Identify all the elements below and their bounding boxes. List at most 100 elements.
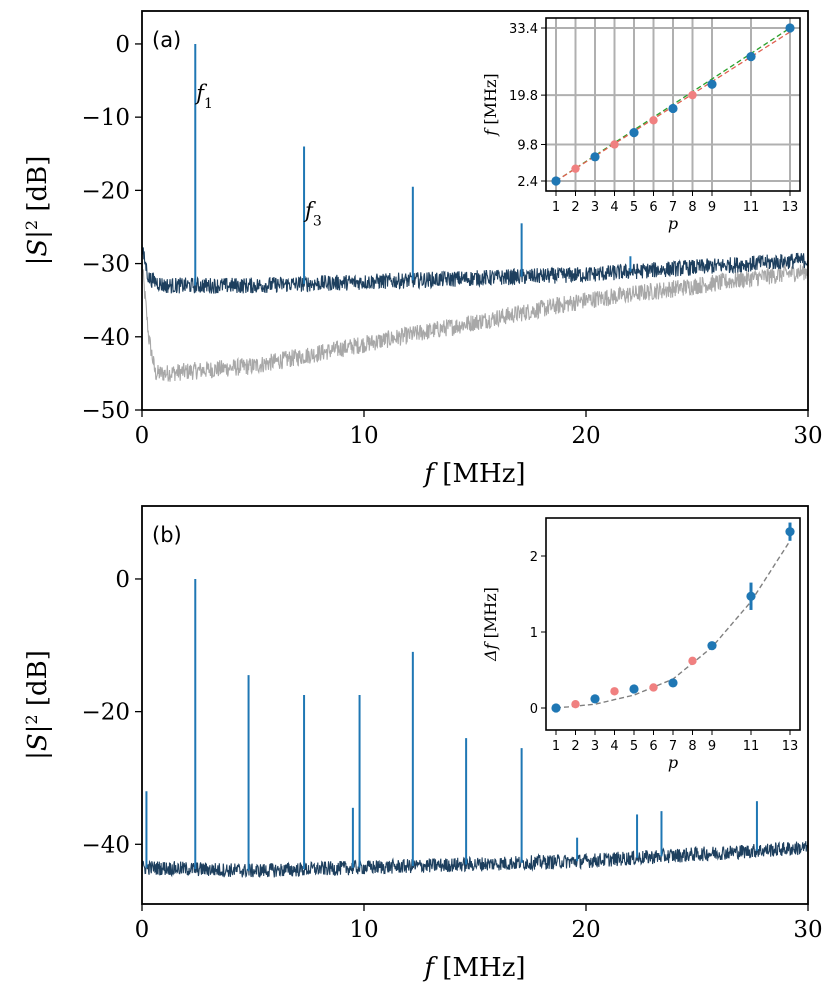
- point-odd: [668, 678, 678, 688]
- x-tick-label: 30: [793, 423, 822, 449]
- inset-x-tick-label: 9: [708, 739, 716, 754]
- x-tick-label: 0: [135, 423, 150, 449]
- point-odd: [629, 128, 639, 138]
- y-axis-label: |S|2 [dB]: [22, 156, 54, 266]
- inset-x-tick-label: 2: [571, 739, 579, 754]
- inset-x-tick-label: 8: [688, 200, 696, 215]
- y-axis-label-exp: 2: [22, 220, 41, 230]
- point-even: [610, 140, 619, 149]
- panel-b-chart: 0 10 20 30 0 −20 −40 f [MHz] |S|2 [dB] (b): [22, 505, 823, 983]
- point-odd: [668, 103, 678, 114]
- x-axis-label-unit: [MHz]: [434, 459, 526, 489]
- inset-x-tick-label: 5: [630, 739, 638, 754]
- series-line-0: [142, 840, 808, 878]
- x-axis-label: f [MHz]: [422, 459, 525, 489]
- inset-x-tick-label: 7: [669, 200, 677, 215]
- y-tick-label: −30: [81, 252, 130, 278]
- x-tick-label: 20: [571, 423, 600, 449]
- point-even: [649, 683, 658, 692]
- point-odd: [746, 52, 756, 62]
- point-even: [688, 656, 697, 666]
- y-tick-label: −10: [81, 105, 130, 131]
- y-axis-label-unit: [dB]: [23, 650, 53, 714]
- inset-x-tick-label: 8: [688, 739, 696, 754]
- point-odd: [785, 527, 795, 537]
- x-axis-label-unit: [MHz]: [434, 953, 526, 983]
- plot-frame: [141, 505, 809, 905]
- peak-annotation-var: f: [303, 198, 316, 222]
- inset-x-tick-label: 7: [669, 739, 677, 754]
- y-tick-label: 0: [115, 567, 130, 593]
- y-tick-label: −40: [81, 832, 130, 858]
- x-axis-label: f [MHz]: [422, 953, 525, 983]
- inset-x-tick-label: 4: [610, 739, 618, 754]
- panel-a-chart: 0 10 20 30 0 −10 −20 −30 −40 −50 f [MHz] |S|2 [dB] (…: [22, 10, 823, 489]
- panel-label: (a): [152, 28, 181, 52]
- inset-x-tick-label: 3: [591, 739, 599, 754]
- series-line-1: [142, 244, 808, 294]
- point-odd: [785, 23, 795, 33]
- peak-annotation-sub: 1: [204, 96, 213, 112]
- point-odd: [551, 176, 561, 186]
- y-tick-label: −20: [81, 178, 130, 204]
- inset-y-axis-label-var: f: [481, 127, 500, 137]
- inset-x-tick-label: 5: [630, 200, 638, 215]
- plot-area: [142, 43, 808, 382]
- inset-x-tick-label: 6: [649, 200, 657, 215]
- point-odd: [707, 79, 717, 89]
- panel-label: (b): [152, 523, 182, 547]
- x-tick-label: 20: [571, 917, 600, 943]
- peak-annotation: f1: [194, 81, 213, 112]
- peak-annotation-sub: 3: [313, 213, 322, 229]
- y-axis-label: |S|2 [dB]: [22, 650, 54, 760]
- inset-y-tick-label: 19.8: [509, 89, 538, 104]
- x-tick-label: 30: [793, 917, 822, 943]
- inset-y-axis-label-unit: [MHz]: [481, 587, 500, 643]
- plot-frame: [141, 10, 809, 411]
- inset-x-axis-label: p: [668, 214, 678, 233]
- inset-y-tick-label: 33.4: [509, 22, 538, 37]
- inset-y-tick-label: 0: [530, 702, 538, 717]
- point-even: [610, 687, 619, 696]
- peak-annotation-var: f: [194, 81, 207, 105]
- y-tick-label: −40: [81, 325, 130, 351]
- plot-area: [142, 578, 808, 878]
- inset-x-tick-label: 11: [743, 739, 760, 754]
- point-even: [571, 700, 580, 709]
- inset-background: [546, 518, 800, 730]
- inset-y-axis-label: Δf [MHz]: [481, 587, 500, 662]
- inset-y-tick-label: 9.8: [517, 138, 538, 153]
- inset-x-tick-label: 2: [571, 200, 579, 215]
- y-tick-label: −20: [81, 700, 130, 726]
- series-line-0: [142, 260, 808, 382]
- y-tick-label: 0: [115, 32, 130, 58]
- inset-y-tick-label: 1: [530, 626, 538, 641]
- x-tick-label: 10: [349, 423, 378, 449]
- inset-x-tick-label: 1: [552, 739, 560, 754]
- point-odd: [707, 641, 717, 651]
- inset-x-axis-label: p: [668, 753, 678, 772]
- point-odd: [590, 152, 600, 162]
- inset-y-tick-label: 2: [530, 550, 538, 565]
- point-odd: [629, 684, 639, 694]
- y-axis-label-exp: 2: [22, 714, 41, 724]
- inset-x-tick-label: 4: [610, 200, 618, 215]
- x-tick-label: 10: [349, 917, 378, 943]
- inset-x-tick-label: 9: [708, 200, 716, 215]
- inset-y-axis-label: f [MHz]: [481, 73, 500, 136]
- panel-a-inset-chart: 1 2 3 4 5 6 7 8 9 11 13 2.4 9.8 19.8 33.4 p f [MHz]: [481, 17, 801, 233]
- peak-annotation: f3: [303, 198, 322, 229]
- inset-x-tick-label: 13: [782, 739, 799, 754]
- point-even: [688, 90, 697, 100]
- inset-y-tick-label: 2.4: [517, 175, 538, 190]
- y-axis-label-unit: [dB]: [23, 156, 53, 220]
- y-tick-label: −50: [81, 398, 130, 424]
- inset-x-tick-label: 13: [782, 200, 799, 215]
- point-odd: [746, 591, 756, 601]
- inset-x-tick-label: 6: [649, 739, 657, 754]
- point-odd: [551, 703, 561, 713]
- inset-y-axis-label-unit: [MHz]: [481, 73, 500, 129]
- inset-y-axis-label-var: Δf: [481, 640, 500, 662]
